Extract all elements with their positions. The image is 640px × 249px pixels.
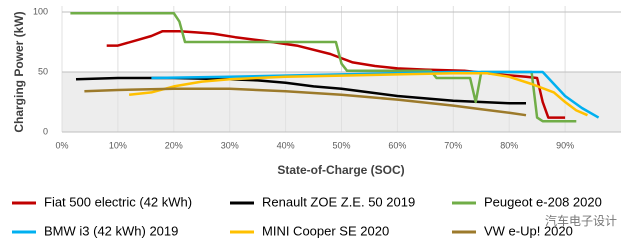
x-tick-label: 90%	[556, 140, 574, 150]
x-tick-label: 30%	[221, 140, 239, 150]
x-tick-label: 40%	[277, 140, 295, 150]
legend-label: Peugeot e-208 2020	[484, 194, 602, 209]
series-line	[128, 71, 588, 117]
x-tick-label: 0%	[55, 140, 68, 150]
legend-label: MINI Cooper SE 2020	[262, 223, 389, 238]
legend-label: Renault ZOE Z.E. 50 2019	[262, 194, 415, 209]
watermark: 汽车电子设计	[545, 213, 617, 228]
x-axis-title: State-of-Charge (SOC)	[277, 163, 404, 177]
legend-label: BMW i3 (42 kWh) 2019	[44, 223, 178, 238]
series-line	[84, 87, 527, 117]
x-tick-label: 50%	[332, 140, 350, 150]
legend-label: VW e-Up! 2020	[484, 223, 573, 238]
y-tick-label: 100	[33, 6, 48, 16]
y-tick-label: 0	[43, 126, 48, 136]
y-axis-title: Charging Power (kW)	[12, 11, 26, 132]
x-tick-label: 20%	[165, 140, 183, 150]
y-tick-label: 50	[38, 66, 48, 76]
x-tick-label: 10%	[109, 140, 127, 150]
legend-label: Fiat 500 electric (42 kWh)	[44, 194, 192, 209]
x-tick-label: 60%	[388, 140, 406, 150]
x-tick-label: 70%	[444, 140, 462, 150]
series-line	[106, 29, 566, 119]
x-tick-label: 80%	[500, 140, 518, 150]
